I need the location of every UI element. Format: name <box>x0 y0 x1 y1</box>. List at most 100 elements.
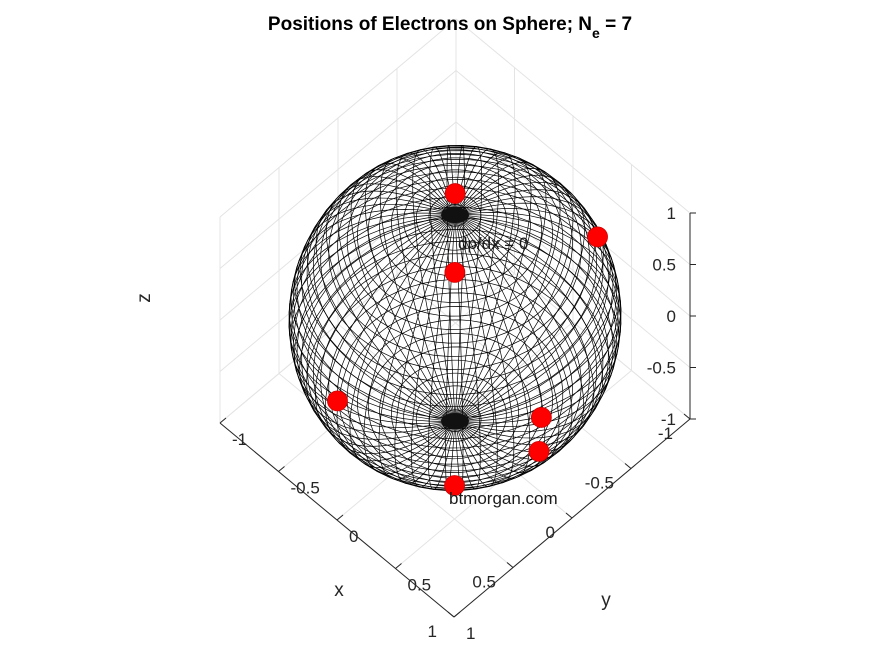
sphere-meridian-line <box>454 212 620 422</box>
electron-marker <box>530 407 552 428</box>
sphere-meridian-line <box>454 196 604 422</box>
sphere-meridian-line <box>299 203 456 422</box>
sphere-meridian-line <box>412 149 456 422</box>
sphere-meridian-line <box>429 146 456 422</box>
electron-marker <box>587 226 608 248</box>
electron-marker <box>528 440 550 462</box>
sphere-meridian-line <box>454 161 547 422</box>
sphere-meridian-line <box>364 162 456 422</box>
x-tick-label: -0.5 <box>585 474 614 493</box>
sphere-meridian-line <box>337 176 456 422</box>
y-tick-label: 1 <box>466 624 475 643</box>
sphere-meridian-line <box>454 214 585 453</box>
sphere-meridian-line <box>454 148 500 422</box>
sphere-meridian-line <box>314 214 456 447</box>
electron-marker <box>444 475 465 496</box>
sphere-meridian-line <box>325 183 456 422</box>
sphere-north-pole <box>441 207 469 223</box>
y-tick-label: -0.5 <box>291 479 320 498</box>
sphere-meridian-line <box>445 214 456 492</box>
grid-line <box>455 18 691 214</box>
z-tick-label: -0.5 <box>647 359 676 378</box>
sphere-meridian-line <box>363 214 456 475</box>
axis-grid <box>219 18 691 618</box>
z-tick-label: 0.5 <box>652 256 676 275</box>
sphere-meridian-line <box>288 214 456 422</box>
sphere-meridian-line <box>288 214 456 422</box>
x-tick-mark <box>565 512 573 519</box>
x-tick-label: 1 <box>428 622 437 641</box>
sphere-south-pole <box>441 413 469 429</box>
x-tick-label: 0 <box>546 523 555 542</box>
sphere-meridian-line <box>454 202 611 422</box>
sphere-meridian-line <box>446 144 456 422</box>
sphere-meridian-line <box>454 214 611 433</box>
y-tick-mark <box>453 611 461 618</box>
sphere-meridian-line <box>315 190 456 422</box>
sphere-meridian-line <box>290 214 456 424</box>
x-tick-mark <box>447 611 455 618</box>
sphere-meridian-line <box>454 214 498 487</box>
chart-title: Positions of Electrons on Sphere; Ne = 7 <box>268 14 632 41</box>
sphere-meridian-line <box>293 214 456 428</box>
y-tick-label: -1 <box>232 430 247 449</box>
x-tick-mark <box>624 463 632 469</box>
y-tick-mark <box>395 563 402 569</box>
sphere-meridian-line <box>454 174 574 422</box>
sphere-meridian-line <box>299 214 456 434</box>
y-tick-mark <box>278 466 285 472</box>
x-tick-label: -1 <box>658 424 673 443</box>
sphere-meridian-line <box>454 214 604 439</box>
watermark-text: btmorgan.com <box>449 489 558 508</box>
title-subscript: e <box>592 25 600 41</box>
sphere-meridian-line <box>454 144 465 422</box>
title-tail: = 7 <box>600 14 632 35</box>
sphere-meridian-line <box>306 214 456 440</box>
sphere-meridian-line <box>454 168 561 422</box>
grid-line <box>455 70 691 265</box>
annotation-text: dp/dx = 0 <box>458 234 528 253</box>
x-axis-label: x <box>334 580 344 601</box>
x-tick-mark <box>506 562 514 568</box>
sphere-wireframe <box>288 144 622 492</box>
electron-marker <box>444 183 466 204</box>
sphere-meridian-line <box>454 181 585 422</box>
y-tick-label: 0 <box>349 527 358 546</box>
sphere-meridian-line <box>294 209 456 422</box>
sphere-meridian-line <box>454 214 595 446</box>
electron-markers <box>327 183 608 496</box>
sphere-meridian-line <box>336 214 456 462</box>
electron-marker <box>444 262 466 283</box>
x-tick-label: 0.5 <box>472 573 496 592</box>
sphere-meridian-line <box>454 214 531 479</box>
grid-line <box>219 18 457 218</box>
axis-lines <box>219 212 696 618</box>
y-tick-mark <box>219 417 227 424</box>
z-tick-label: 0 <box>667 307 676 326</box>
sphere-meridian-line <box>410 214 456 488</box>
sphere-latitude-line <box>293 207 617 478</box>
sphere-meridian-line <box>395 152 456 422</box>
sphere-meridian-line <box>454 151 516 422</box>
sphere-meridian-line <box>378 214 456 480</box>
sphere-meridian-line <box>454 214 560 467</box>
sphere-meridian-line <box>454 214 573 460</box>
y-axis-label: y <box>601 590 611 611</box>
electron-marker <box>327 390 348 412</box>
sphere-meridian-line <box>454 156 532 422</box>
sphere-meridian-line <box>427 214 456 490</box>
grid-line <box>219 70 457 269</box>
sphere-meridian-line <box>454 214 546 474</box>
grid-line <box>395 370 632 569</box>
z-axis-label: z <box>134 293 155 303</box>
sphere-meridian-line <box>349 214 456 468</box>
sphere-meridian-line <box>454 214 622 422</box>
x-tick-mark <box>683 413 691 420</box>
z-tick-label: -1 <box>661 410 676 429</box>
sphere-meridian-line <box>350 169 456 422</box>
sphere-meridian-line <box>454 214 481 490</box>
sphere-meridian-line <box>379 157 456 422</box>
y-tick-mark <box>336 514 344 521</box>
sphere-meridian-line <box>306 197 456 422</box>
